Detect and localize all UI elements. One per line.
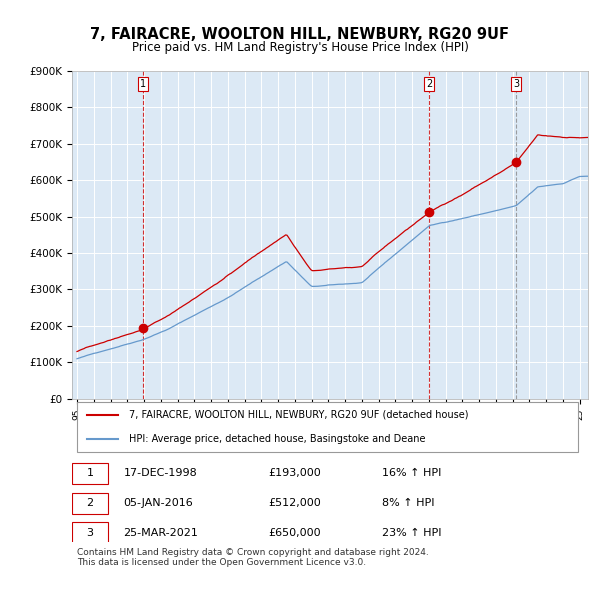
- Text: 23% ↑ HPI: 23% ↑ HPI: [382, 527, 441, 537]
- Text: 1: 1: [140, 79, 146, 89]
- Text: 05-JAN-2016: 05-JAN-2016: [124, 498, 193, 508]
- Text: 3: 3: [514, 79, 520, 89]
- Text: 3: 3: [86, 527, 94, 537]
- Text: £193,000: £193,000: [268, 468, 321, 478]
- Text: 1: 1: [86, 468, 94, 478]
- Text: 7, FAIRACRE, WOOLTON HILL, NEWBURY, RG20 9UF: 7, FAIRACRE, WOOLTON HILL, NEWBURY, RG20…: [91, 27, 509, 41]
- FancyBboxPatch shape: [72, 463, 108, 484]
- Text: 7, FAIRACRE, WOOLTON HILL, NEWBURY, RG20 9UF (detached house): 7, FAIRACRE, WOOLTON HILL, NEWBURY, RG20…: [129, 409, 468, 419]
- Text: 2: 2: [86, 498, 94, 508]
- Text: 25-MAR-2021: 25-MAR-2021: [124, 527, 199, 537]
- Text: HPI: Average price, detached house, Basingstoke and Deane: HPI: Average price, detached house, Basi…: [129, 434, 425, 444]
- Text: Price paid vs. HM Land Registry's House Price Index (HPI): Price paid vs. HM Land Registry's House …: [131, 41, 469, 54]
- Text: 17-DEC-1998: 17-DEC-1998: [124, 468, 197, 478]
- FancyBboxPatch shape: [72, 493, 108, 513]
- Text: Contains HM Land Registry data © Crown copyright and database right 2024.
This d: Contains HM Land Registry data © Crown c…: [77, 548, 429, 567]
- Text: 8% ↑ HPI: 8% ↑ HPI: [382, 498, 434, 508]
- FancyBboxPatch shape: [77, 402, 578, 453]
- Text: 2: 2: [426, 79, 433, 89]
- Text: £512,000: £512,000: [268, 498, 321, 508]
- FancyBboxPatch shape: [72, 522, 108, 543]
- Text: £650,000: £650,000: [268, 527, 321, 537]
- Text: 16% ↑ HPI: 16% ↑ HPI: [382, 468, 441, 478]
